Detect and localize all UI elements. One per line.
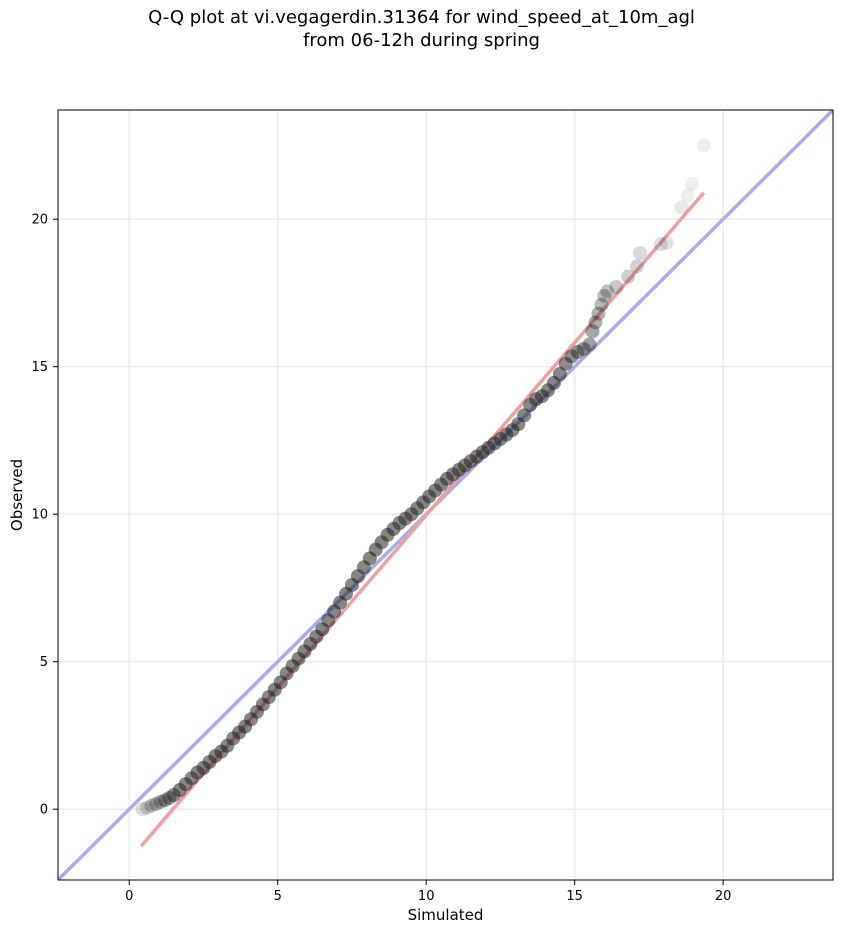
plot-area <box>58 110 833 880</box>
chart-title-line-2: from 06-12h during spring <box>303 30 540 51</box>
qq-point <box>621 269 636 284</box>
qq-point <box>630 259 645 274</box>
y-axis-label: Observed <box>8 459 26 531</box>
qq-point <box>153 794 168 809</box>
qq-point <box>594 297 609 312</box>
qq-point <box>600 284 615 299</box>
qq-point <box>653 237 668 252</box>
qq-point <box>659 235 674 250</box>
qq-point <box>576 341 591 356</box>
x-axis-label: Simulated <box>408 906 484 924</box>
x-tick-label: 10 <box>418 889 435 904</box>
y-tick-label: 10 <box>31 508 48 523</box>
qq-point <box>609 280 624 295</box>
qq-point <box>570 344 585 359</box>
qq-point <box>585 324 600 339</box>
qq-point <box>148 796 163 811</box>
x-tick-label: 0 <box>125 889 133 904</box>
y-tick-label: 15 <box>31 360 48 375</box>
qq-point <box>140 800 155 815</box>
axis-ticks: 0 5 10 15 20 0 5 10 15 20 <box>31 213 731 904</box>
qq-point <box>680 188 695 203</box>
x-tick-label: 15 <box>566 889 583 904</box>
chart-title-line-1: Q-Q plot at vi.vegagerdin.31364 for wind… <box>148 7 695 28</box>
qq-point <box>517 408 532 423</box>
y-tick-label: 0 <box>40 803 48 818</box>
y-tick-label: 20 <box>31 213 48 228</box>
qq-point <box>597 288 612 303</box>
y-tick-label: 5 <box>40 655 48 670</box>
qq-point <box>684 176 699 191</box>
qq-point <box>582 337 597 352</box>
qq-point <box>144 798 159 813</box>
qq-point <box>591 306 606 321</box>
qq-point <box>552 367 567 382</box>
grid-lines <box>58 110 833 880</box>
x-tick-label: 5 <box>274 889 282 904</box>
qq-point <box>674 200 689 215</box>
qq-point <box>564 349 579 364</box>
axes-frame <box>57 109 834 881</box>
x-tick-label: 20 <box>715 889 732 904</box>
qq-point <box>632 246 647 261</box>
qq-point <box>588 315 603 330</box>
qq-point <box>696 138 711 153</box>
qq-point <box>135 802 150 817</box>
chart-title: Q-Q plot at vi.vegagerdin.31364 for wind… <box>0 6 843 52</box>
